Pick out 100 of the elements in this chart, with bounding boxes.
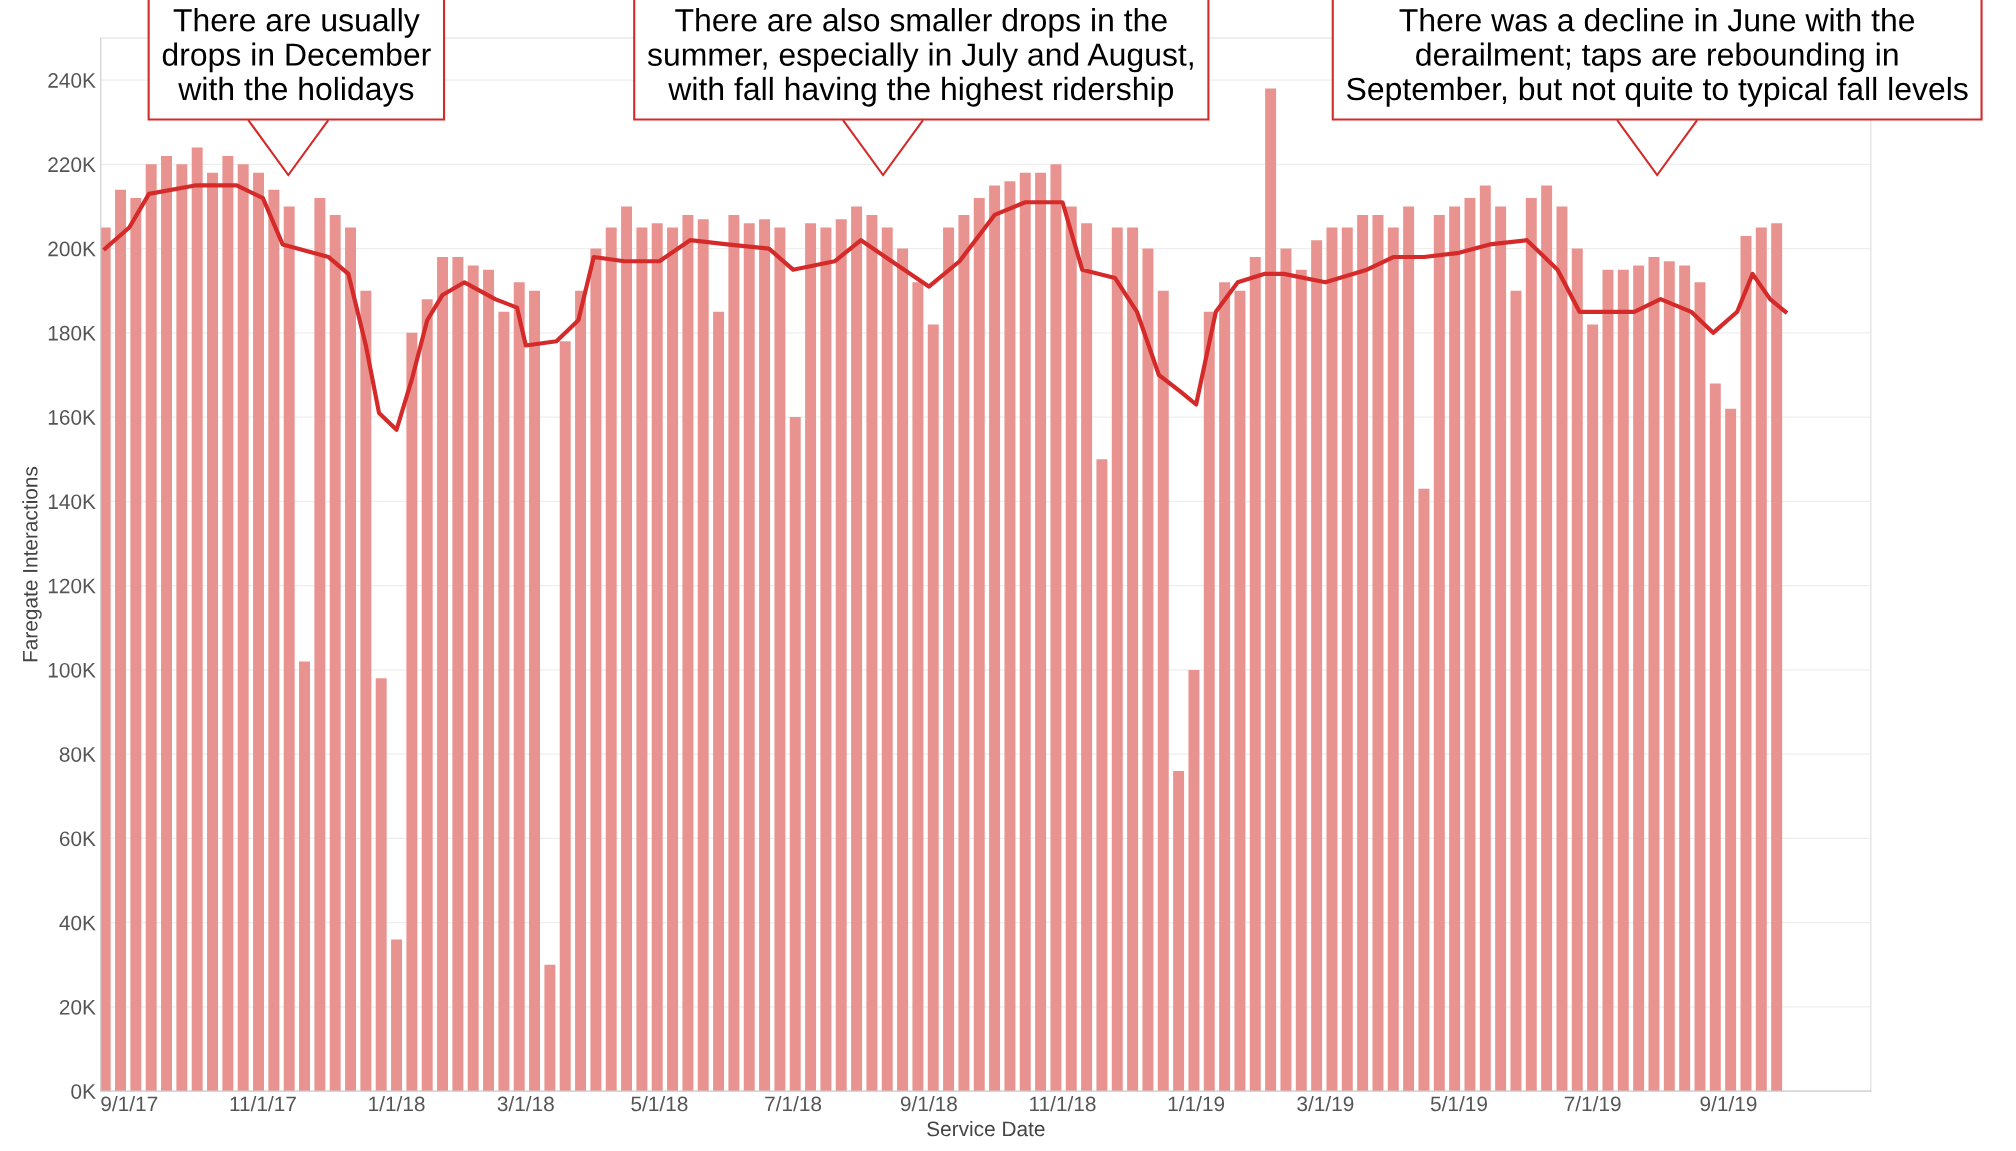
bar [621, 206, 633, 1092]
bar [973, 198, 985, 1092]
x-tick-label: 7/1/19 [1564, 1096, 1621, 1112]
annotation: There was a decline in June with the derailment; taps are rebounding in September, but not quite to typical fall levels [1346, 8, 1968, 107]
bar [161, 155, 172, 1092]
y-tick-label: 20K [59, 999, 96, 1015]
bar [866, 214, 878, 1092]
bar [1479, 185, 1491, 1092]
bar [682, 214, 694, 1092]
bar [1571, 248, 1583, 1092]
bar [1372, 214, 1384, 1092]
bar [1050, 164, 1062, 1092]
bar [1556, 206, 1568, 1092]
bar [1648, 257, 1660, 1092]
bar [100, 227, 111, 1092]
bar [299, 661, 311, 1092]
bar [130, 198, 142, 1092]
bar [1203, 311, 1215, 1092]
bar [1709, 383, 1721, 1092]
x-tick-label: 5/1/18 [631, 1096, 688, 1112]
bar [1387, 227, 1399, 1092]
bar [1433, 214, 1445, 1092]
bar [452, 257, 464, 1092]
bar [1679, 265, 1691, 1092]
bar [590, 248, 602, 1092]
bar [314, 198, 326, 1092]
x-tick-label: 3/1/19 [1297, 1096, 1354, 1112]
bar [881, 227, 893, 1092]
y-tick-label: 40K [59, 915, 96, 931]
bar [1418, 488, 1430, 1092]
bar [1495, 206, 1507, 1092]
bar [1633, 265, 1645, 1092]
bar [544, 964, 556, 1092]
bar [575, 290, 587, 1092]
y-tick-label: 100K [48, 662, 96, 678]
y-tick-label: 80K [59, 747, 96, 762]
bar [529, 290, 541, 1092]
bar [391, 939, 403, 1092]
bar [1173, 770, 1185, 1092]
y-axis-title: Faregate Interactions [22, 466, 42, 662]
bar [1357, 214, 1369, 1092]
x-tick-label: 11/1/18 [1030, 1096, 1096, 1112]
bar [1127, 227, 1139, 1092]
bar [1341, 227, 1353, 1092]
bar [1035, 172, 1047, 1092]
x-tick-label: 3/1/18 [497, 1096, 554, 1112]
x-tick-label: 5/1/19 [1430, 1096, 1487, 1112]
bar [820, 227, 832, 1092]
bar [375, 678, 387, 1092]
bar [927, 324, 939, 1092]
bar [1617, 269, 1629, 1092]
bar [897, 248, 909, 1092]
bar [912, 282, 924, 1092]
y-tick-label: 240K [48, 73, 96, 88]
x-tick-label: 9/1/18 [900, 1096, 957, 1112]
annotation: There are usually drops in December with the holidays [162, 8, 431, 107]
bar [1771, 223, 1783, 1092]
bar [989, 185, 1001, 1092]
bar [1065, 206, 1077, 1092]
bar [191, 147, 203, 1092]
bar [728, 214, 740, 1092]
bar [207, 172, 218, 1092]
bar [176, 164, 188, 1092]
bar [1295, 269, 1307, 1092]
bar [498, 311, 510, 1092]
x-tick-label: 1/1/19 [1168, 1096, 1225, 1112]
bar [360, 290, 372, 1092]
bar [1157, 290, 1169, 1092]
y-tick-label: 220K [48, 157, 96, 173]
bar [1541, 185, 1553, 1092]
bar [1694, 282, 1706, 1092]
bar [1280, 248, 1292, 1092]
bar [1142, 248, 1154, 1092]
bar [237, 164, 249, 1092]
bar [943, 227, 955, 1092]
bar [743, 223, 755, 1092]
bar [697, 219, 709, 1092]
bar [667, 227, 679, 1092]
bar [406, 332, 418, 1092]
bar [437, 257, 449, 1092]
bar [115, 189, 126, 1092]
bar [1265, 88, 1277, 1092]
bar [1602, 269, 1614, 1092]
bar [605, 227, 617, 1092]
bar [636, 227, 648, 1092]
bar [1740, 235, 1752, 1092]
bar [1004, 181, 1016, 1092]
bar [421, 299, 433, 1092]
bar [759, 219, 771, 1092]
x-tick-label: 11/1/17 [230, 1096, 296, 1112]
y-tick-label: 160K [48, 410, 96, 425]
bar [467, 265, 479, 1092]
bar [851, 206, 863, 1092]
bar [1311, 240, 1323, 1092]
bar [1525, 198, 1537, 1092]
bar [483, 269, 495, 1092]
bar [513, 282, 525, 1092]
bar [651, 223, 663, 1092]
bar [1725, 408, 1737, 1092]
bar [329, 214, 341, 1092]
